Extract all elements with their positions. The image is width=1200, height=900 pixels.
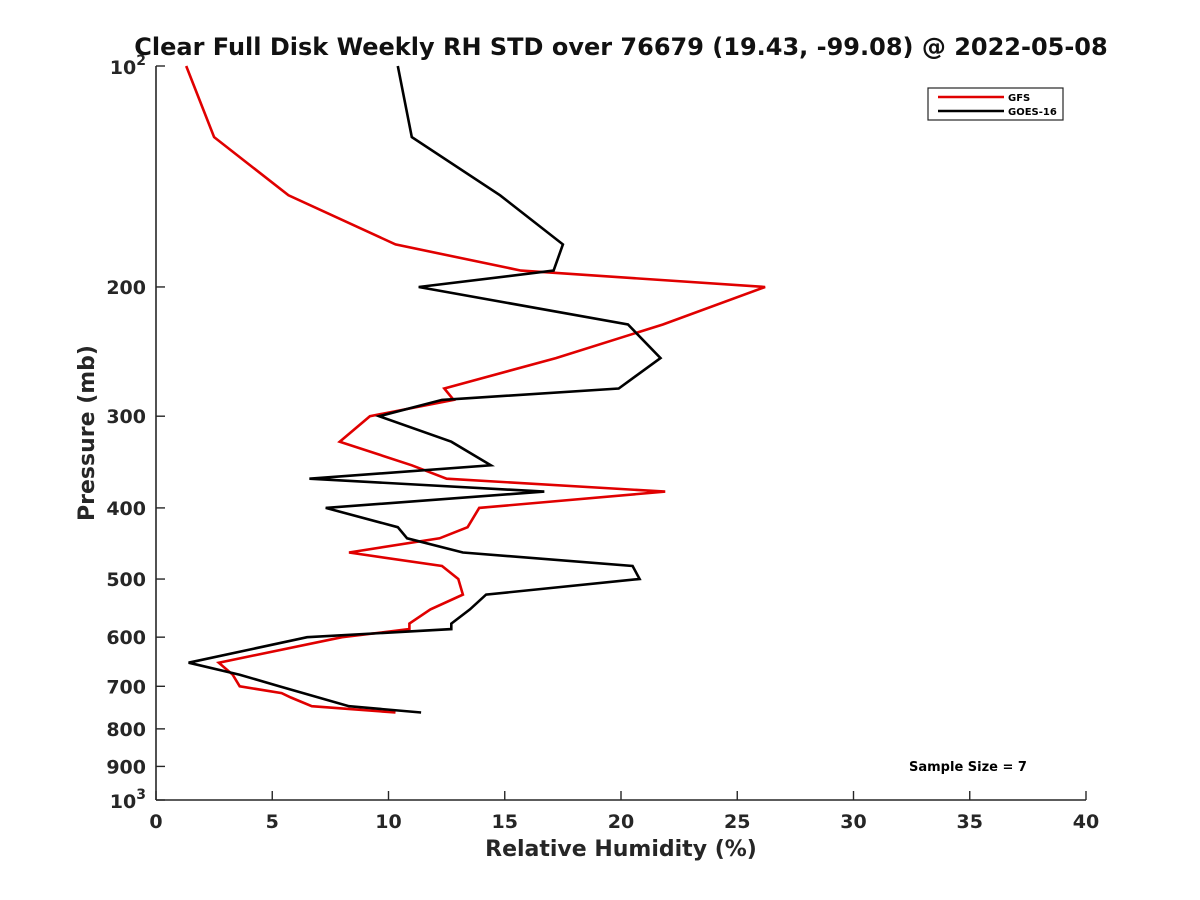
legend: GFS GOES-16	[927, 87, 1064, 121]
legend-box	[927, 87, 1064, 121]
x-tick-label: 20	[608, 811, 634, 833]
y-axis-ticks: 102 200 300 400 500 600 700 800 900 103	[106, 53, 165, 813]
y-tick-label: 700	[106, 676, 146, 698]
x-tick-label: 35	[957, 811, 983, 833]
y-tick-label: 300	[106, 406, 146, 428]
y-tick-label: 600	[106, 627, 146, 649]
x-tick-label: 5	[266, 811, 279, 833]
x-tick-label: 25	[724, 811, 750, 833]
series-line-goes16	[188, 65, 663, 714]
legend-label-gfs: GFS	[1008, 93, 1030, 104]
legend-label-goes16: GOES-16	[1008, 107, 1057, 118]
x-axis-label: Relative Humidity (%)	[485, 837, 757, 862]
plot-area	[156, 66, 1086, 800]
x-tick-label: 10	[375, 811, 401, 833]
y-tick-label: 102	[110, 53, 146, 79]
y-tick-label: 900	[106, 756, 146, 778]
y-axis-label: Pressure (mb)	[75, 345, 100, 521]
sample-size-annotation: Sample Size = 7	[909, 760, 1027, 775]
y-tick-label: 500	[106, 569, 146, 591]
y-tick-label: 800	[106, 719, 146, 741]
chart-title: Clear Full Disk Weekly RH STD over 76679…	[134, 33, 1107, 61]
x-tick-label: 15	[492, 811, 518, 833]
x-tick-label: 0	[149, 811, 162, 833]
x-tick-label: 30	[840, 811, 866, 833]
y-tick-label: 200	[106, 277, 146, 299]
y-tick-label: 103	[110, 787, 146, 813]
x-tick-label: 40	[1073, 811, 1099, 833]
series-layer	[184, 65, 766, 714]
x-axis-ticks: 0 5 10 15 20 25 30 35 40	[149, 791, 1099, 833]
y-tick-label: 400	[106, 498, 146, 520]
